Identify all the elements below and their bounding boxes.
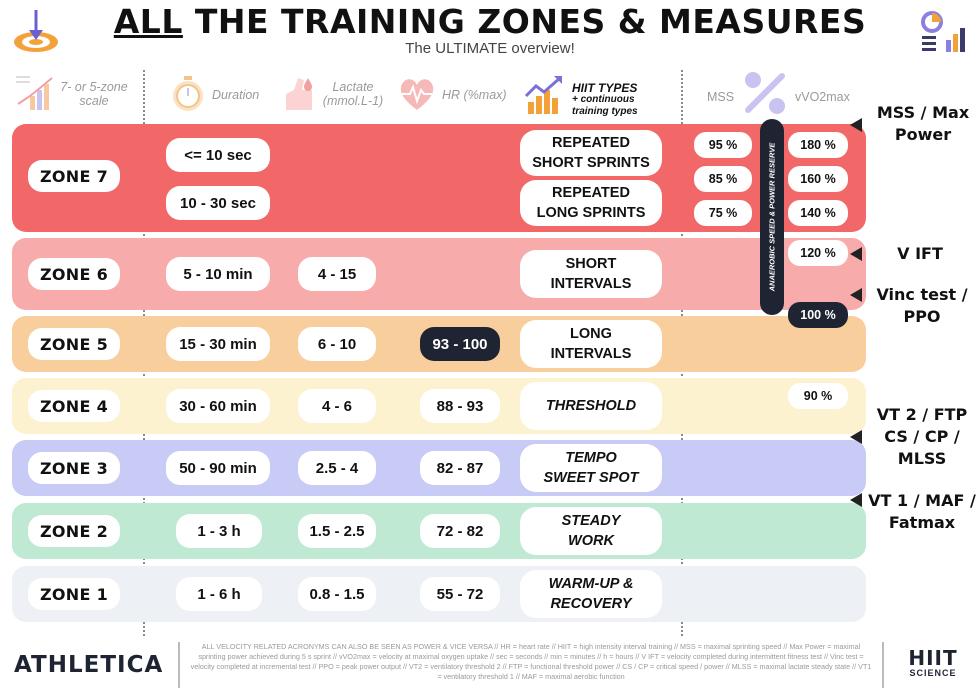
header-duration: Duration [212, 88, 260, 102]
zone6-duration: 5 - 10 min [166, 257, 270, 291]
arrow-mss-icon [850, 118, 862, 132]
zone5-label: ZONE 5 [28, 328, 120, 360]
hiit-chart-icon [522, 74, 566, 116]
zone4-duration: 30 - 60 min [166, 389, 270, 423]
arrow-vift-icon [850, 247, 862, 261]
zone1-label: ZONE 1 [28, 578, 120, 610]
zone1-hr: 55 - 72 [420, 577, 500, 611]
zone4-hiit: THRESHOLD [520, 382, 662, 430]
arrow-vt2-icon [850, 430, 862, 444]
arrow-vinc-icon [850, 288, 862, 302]
zone4-hr: 88 - 93 [420, 389, 500, 423]
zone1-lactate: 0.8 - 1.5 [298, 577, 376, 611]
zone1-hiit: WARM-UP & RECOVERY [520, 570, 662, 618]
label-vift: V IFT [897, 244, 943, 263]
zone6-label: ZONE 6 [28, 258, 120, 290]
header-hiit-sub: + continuous training types [572, 94, 638, 117]
zone7-duration-short: <= 10 sec [166, 138, 270, 172]
vo2-90: 90 % [788, 383, 848, 409]
page-subtitle: The ULTIMATE overview! [405, 40, 575, 57]
footnote-text: ALL VELOCITY RELATED ACRONYMS CAN ALSO B… [190, 642, 872, 681]
zone5-hiit: LONG INTERVALS [520, 320, 662, 368]
zone3-hiit: TEMPO SWEET SPOT [520, 444, 662, 492]
hiit-logo-bottom: SCIENCE [909, 668, 957, 678]
header-hiit: HIIT TYPES + continuous training types [572, 82, 652, 118]
lactate-drop-icon [276, 72, 320, 116]
zone2-label: ZONE 2 [28, 515, 120, 547]
mss-85: 85 % [694, 166, 752, 192]
header-hiit-main: HIIT TYPES [572, 81, 638, 95]
zone4-lactate: 4 - 6 [298, 389, 376, 423]
label-vinc: Vinc test / PPO [876, 285, 968, 326]
vo2-120: 120 % [788, 240, 848, 266]
target-logo-icon [12, 6, 64, 54]
header-vo2: vVO2max [795, 90, 850, 104]
dashboard-icon [918, 10, 970, 56]
zone7-duration-long: 10 - 30 sec [166, 186, 270, 220]
arrow-vt1-icon [850, 493, 862, 507]
zone2-hiit: STEADY WORK [520, 507, 662, 555]
zone2-duration: 1 - 3 h [176, 514, 262, 548]
vo2-180: 180 % [788, 132, 848, 158]
vo2-140: 140 % [788, 200, 848, 226]
vo2-160: 160 % [788, 166, 848, 192]
percent-icon [742, 70, 788, 116]
zone6-band [12, 238, 866, 310]
mss-75: 75 % [694, 200, 752, 226]
label-vt1: VT 1 / MAF / Fatmax [868, 491, 976, 532]
label-vt2: VT 2 / FTP CS / CP / MLSS [876, 405, 968, 468]
header-scale: 7- or 5-zone scale [60, 80, 128, 108]
zone2-lactate: 1.5 - 2.5 [298, 514, 376, 548]
page-title: ALL THE TRAINING ZONES & MEASURES [113, 2, 867, 41]
zone7-hiit-long-sprints: REPEATED LONG SPRINTS [520, 180, 662, 226]
footnote-box: ALL VELOCITY RELATED ACRONYMS CAN ALSO B… [178, 642, 884, 688]
header-hr: HR (%max) [442, 88, 507, 102]
hiit-logo-top: HIIT [908, 646, 958, 670]
anaerobic-reserve-label: ANAEROBIC SPEED & POWER RESERVE [767, 142, 777, 292]
header-lactate: Lactate (mmol.L-1) [322, 80, 384, 108]
zone1-duration: 1 - 6 h [176, 577, 262, 611]
header-mss: MSS [707, 90, 735, 104]
zone3-label: ZONE 3 [28, 452, 120, 484]
heart-rate-icon [396, 74, 438, 114]
zone2-hr: 72 - 82 [420, 514, 500, 548]
zone6-lactate: 4 - 15 [298, 257, 376, 291]
hiit-science-logo: HIIT SCIENCE [900, 648, 966, 678]
zone3-hr: 82 - 87 [420, 451, 500, 485]
label-mss-power: MSS / Max Power [876, 103, 970, 144]
zone5-duration: 15 - 30 min [166, 327, 270, 361]
stopwatch-icon [168, 74, 208, 114]
zone5-hr: 93 - 100 [420, 327, 500, 361]
zone6-hiit: SHORT INTERVALS [520, 250, 662, 298]
zone4-label: ZONE 4 [28, 390, 120, 422]
zone7-hiit-short-sprints: REPEATED SHORT SPRINTS [520, 130, 662, 176]
zone3-duration: 50 - 90 min [166, 451, 270, 485]
anaerobic-reserve-bar: ANAEROBIC SPEED & POWER RESERVE [760, 119, 784, 315]
vo2-100: 100 % [788, 302, 848, 328]
zone5-lactate: 6 - 10 [298, 327, 376, 361]
zone7-label: ZONE 7 [28, 160, 120, 192]
mss-95: 95 % [694, 132, 752, 158]
zone3-lactate: 2.5 - 4 [298, 451, 376, 485]
athletica-logo: ATHLETICA [14, 652, 164, 678]
scale-chart-icon [14, 74, 56, 112]
